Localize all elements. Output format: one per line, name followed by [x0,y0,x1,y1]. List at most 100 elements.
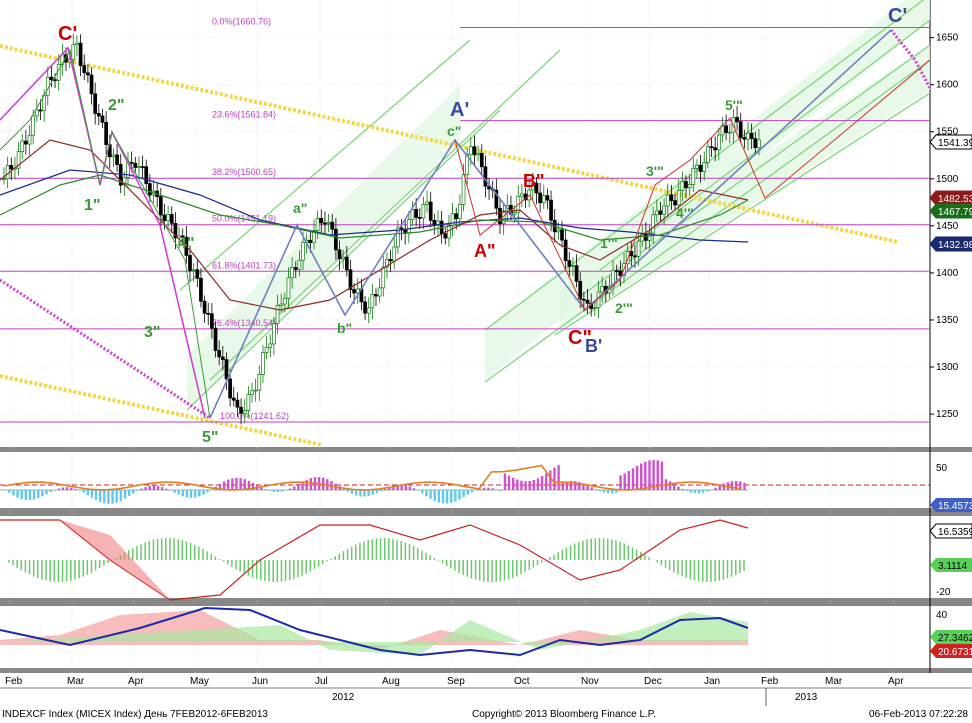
panel2-bar [152,485,156,490]
candle-body [585,299,590,304]
candle-body [680,181,685,191]
y-tick-label: 1250 [936,409,959,420]
panel2-bar [12,490,15,496]
panel2-bar [487,487,490,490]
panel3-bar [565,547,568,560]
panel3-bar [462,560,464,576]
panel3-bar [301,560,303,576]
panel2-bar [107,490,110,504]
candle-body [735,117,739,123]
fibonacci-levels: 0.0%(1660.76) 23.6%(1561.84) 38.2%(1500.65… [0,17,930,423]
panel3-bar [268,560,270,582]
panel2-bar [45,490,48,495]
candle-body [618,270,623,276]
panel3-bar [685,560,687,578]
panel3-bar [148,540,151,560]
panel3-value-tag-1 [929,523,972,539]
panel3-bar [437,560,440,561]
panel2-bar [693,490,697,494]
panel2-bar [668,481,672,490]
panel2-bar [103,490,106,504]
panel2-bar [140,488,143,490]
candle-body [352,289,356,294]
panel2-value-tag [930,498,972,512]
panel2-bar [491,488,494,490]
candle-body [31,115,36,136]
panel2-bar [516,479,519,490]
candle-body [264,346,269,354]
candle-body [374,294,378,297]
x-tick-month: Apr [888,676,904,687]
y-tick-label: 1400 [936,268,959,279]
panel3-bar [305,560,307,574]
panel3-bar [404,542,407,560]
panel3-bar [359,542,361,560]
candle-body [5,165,10,180]
panel2-bar [355,490,358,496]
panel3-bar [553,554,555,560]
panel2-bar [123,490,127,499]
candle-body [341,256,346,260]
candle-body [242,410,247,414]
candle-body [293,267,298,270]
panel2-bar [470,490,474,493]
panel2-bar [57,488,61,490]
wave-label: 5" [202,429,218,446]
panel2-bar [363,490,366,497]
candle-body [297,259,302,270]
panel2-bar [429,490,432,499]
wave-label: 5'" [725,97,743,113]
panel3-bar [433,558,436,560]
wave-label: 4'" [676,205,694,221]
candle-body [326,221,331,224]
panel3-value-2: 3.1114 [938,561,968,572]
price-tag [929,190,972,206]
candle-body [684,181,688,189]
panel2-bar [41,490,44,497]
x-tick-month: Feb [5,676,23,687]
panel2-bar [425,490,428,497]
candle-body [235,399,240,408]
panel3-bar [474,560,477,580]
panel2-bar [78,490,81,491]
candle-body [180,235,185,238]
panel2-bar [573,481,577,490]
panel2-bar [417,490,420,491]
panel2-bar [359,490,362,497]
panel2-bar [227,479,230,490]
panel3-bar [222,560,225,562]
candle-body [498,207,502,224]
wave-label: B" [523,171,545,191]
candle-body [53,79,57,81]
candle-body [556,229,561,233]
price-tag-label: 1432.98 [938,240,972,251]
panel3-bar [388,538,390,560]
panel4-value-tag-2 [930,644,972,658]
panel3-bar [478,560,481,581]
candle-body [479,152,484,168]
candle-body [34,109,39,117]
candle-body [425,201,429,205]
wave-label: A" [474,241,496,261]
candle-body [257,374,262,391]
panel3-bar [260,560,262,581]
panel3-bar [107,560,109,564]
panel3-bar [718,560,720,581]
channel-line-2 [179,39,471,291]
candle-body [210,313,214,329]
candle-body [217,350,222,358]
candle-body [137,166,141,168]
panel3-bar [53,560,56,582]
footer-timestamp: 06-Feb-2013 07:22:28 [869,709,968,720]
candle-body [665,194,670,207]
panel3-bar [635,549,638,560]
panel3-bar [429,555,431,560]
channel-line-5 [554,92,931,336]
wave-line-blue [209,29,892,419]
magenta-dotted-left [0,278,211,420]
panel3-value-tag-2 [930,558,972,572]
wave-label: b" [337,320,352,336]
fib-label-1: 23.6%(1561.84) [212,110,276,120]
panel2-bar [660,461,664,490]
panel3-bar [32,560,35,577]
